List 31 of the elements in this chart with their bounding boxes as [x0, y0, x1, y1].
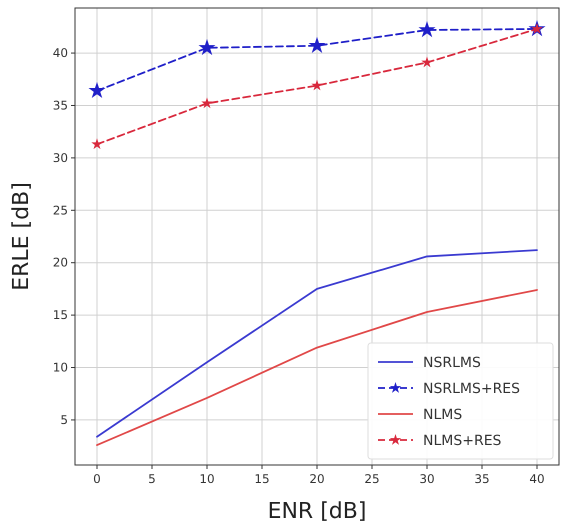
x-tick-label: 35	[474, 472, 490, 486]
point	[91, 138, 103, 150]
legend-label: NLMS	[423, 407, 462, 423]
x-axis-title: ENR [dB]	[268, 499, 366, 524]
x-tick-label: 40	[529, 472, 545, 486]
legend-label: NSRLMS	[423, 355, 481, 371]
line-series	[96, 289, 538, 446]
y-tick-label: 5	[60, 412, 68, 427]
x-tick-label: 5	[148, 472, 156, 486]
y-tick-label: 30	[52, 150, 68, 165]
x-tick-label: 30	[419, 472, 435, 486]
x-tick-label: 20	[309, 472, 325, 486]
legend-label: NSRLMS+RES	[423, 381, 520, 397]
x-tick-label: 10	[199, 472, 215, 486]
point	[201, 97, 213, 108]
y-tick-label: 35	[52, 98, 68, 112]
point	[308, 36, 326, 53]
x-tick-label: 0	[93, 472, 101, 486]
y-axis-title: ERLE [dB]	[9, 182, 34, 291]
y-tick-label: 10	[52, 360, 68, 375]
point	[198, 38, 216, 56]
x-tick-label: 15	[254, 472, 270, 486]
y-tick-label: 15	[52, 308, 68, 322]
point	[88, 82, 106, 98]
point	[311, 80, 323, 90]
x-tick-label: 25	[364, 472, 380, 486]
point	[418, 21, 436, 38]
y-tick-label: 25	[52, 203, 68, 218]
y-tick-label: 40	[52, 46, 68, 60]
y-tick-label: 20	[52, 256, 68, 270]
legend-label: NLMS+RES	[423, 433, 502, 449]
